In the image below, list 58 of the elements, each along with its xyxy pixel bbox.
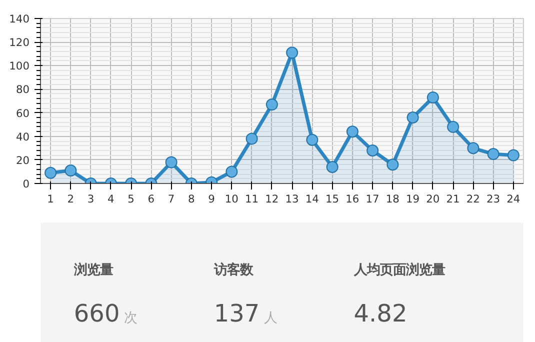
point xyxy=(406,112,419,124)
point xyxy=(306,134,318,146)
y-tick-label: 140 xyxy=(9,12,30,26)
point xyxy=(346,126,358,138)
y-tick-label: 100 xyxy=(9,60,30,73)
x-tick-label: 9 xyxy=(208,192,216,206)
point xyxy=(467,142,480,154)
x-tick-label: 24 xyxy=(506,192,520,206)
text: 137 xyxy=(214,300,260,328)
y-tick-label: 120 xyxy=(9,36,30,50)
point xyxy=(286,46,298,59)
x-tick-label: 4 xyxy=(108,192,115,206)
text: 4.82 xyxy=(354,300,408,328)
point xyxy=(447,120,460,133)
point xyxy=(64,164,77,177)
point xyxy=(487,148,500,160)
x-tick-label: 21 xyxy=(446,192,460,206)
x-tick-label: 13 xyxy=(285,192,299,206)
x-tick-label: 3 xyxy=(87,192,94,206)
x-tick-label: 14 xyxy=(305,192,320,206)
point xyxy=(386,158,399,171)
category-label: 浏览量 xyxy=(72,262,113,278)
point xyxy=(226,166,238,178)
y-tick-label: 60 xyxy=(16,106,30,120)
point xyxy=(266,98,278,111)
y-tick-label: 80 xyxy=(16,83,30,96)
x-tick-label: 8 xyxy=(188,192,196,206)
x-tick-label: 10 xyxy=(224,192,239,206)
x-tick-label: 17 xyxy=(366,192,380,206)
point xyxy=(165,156,178,168)
x-tick-label: 19 xyxy=(406,192,420,206)
category-label: 人均页面浏览量 xyxy=(352,262,445,278)
x-tick-label: 15 xyxy=(326,192,340,206)
x-tick-label: 5 xyxy=(128,192,134,206)
y-tick-label: 20 xyxy=(16,154,30,167)
point xyxy=(326,161,338,173)
x-tick-label: 20 xyxy=(426,192,440,206)
x-tick-label: 7 xyxy=(168,192,175,206)
text: 人 xyxy=(264,311,277,326)
text: 660 xyxy=(74,300,120,328)
point xyxy=(246,132,258,145)
y-tick-label: 40 xyxy=(16,130,30,144)
x-tick-label: 2 xyxy=(67,192,74,206)
point xyxy=(426,91,439,104)
x-tick-label: 18 xyxy=(386,192,400,206)
point xyxy=(507,149,520,162)
text: 次 xyxy=(124,311,138,326)
x-tick-label: 11 xyxy=(245,192,259,206)
y-tick-label: 0 xyxy=(22,178,30,190)
x-tick-label: 12 xyxy=(265,192,279,206)
x-tick-label: 23 xyxy=(486,192,500,206)
x-tick-label: 6 xyxy=(148,192,155,206)
category-label: 访客数 xyxy=(212,262,254,278)
x-tick-label: 1 xyxy=(47,192,54,206)
x-tick-label: 16 xyxy=(346,192,360,206)
point xyxy=(44,166,57,179)
point xyxy=(366,144,379,156)
x-tick-label: 22 xyxy=(466,192,480,206)
